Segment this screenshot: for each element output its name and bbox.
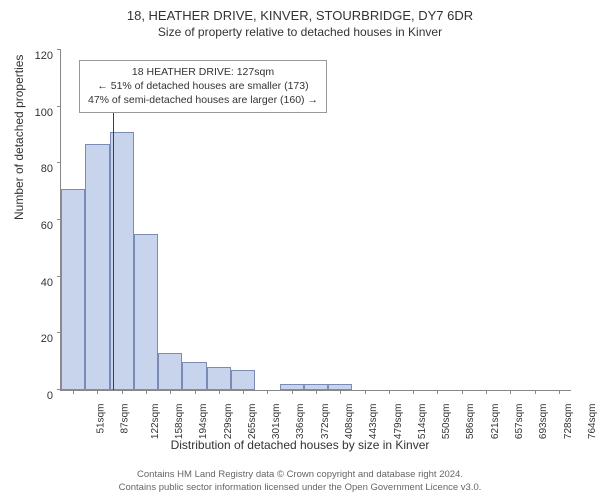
annotation-line-3: 47% of semi-detached houses are larger (… — [88, 93, 318, 107]
x-tick-mark — [316, 390, 317, 394]
x-tick-mark — [267, 390, 268, 394]
x-tick-mark — [146, 390, 147, 394]
x-tick-label: 265sqm — [247, 404, 258, 440]
histogram-bar — [85, 144, 109, 391]
histogram-bar — [158, 353, 182, 390]
y-tick-mark — [57, 49, 61, 50]
x-tick-label: 122sqm — [150, 404, 161, 440]
x-tick-mark — [365, 390, 366, 394]
x-tick-mark — [73, 390, 74, 394]
annotation-box: 18 HEATHER DRIVE: 127sqm← 51% of detache… — [79, 60, 327, 113]
x-tick-mark — [122, 390, 123, 394]
x-tick-mark — [340, 390, 341, 394]
x-tick-mark — [535, 390, 536, 394]
histogram-bar — [61, 189, 85, 390]
x-tick-mark — [243, 390, 244, 394]
chart-container: 18, HEATHER DRIVE, KINVER, STOURBRIDGE, … — [0, 0, 600, 500]
x-tick-mark — [389, 390, 390, 394]
x-axis-label: Distribution of detached houses by size … — [0, 438, 600, 452]
y-tick-label: 0 — [23, 390, 53, 402]
x-tick-mark — [170, 390, 171, 394]
x-tick-label: 336sqm — [296, 404, 307, 440]
x-tick-label: 408sqm — [344, 404, 355, 440]
x-tick-label: 229sqm — [223, 404, 234, 440]
footer-line-1: Contains HM Land Registry data © Crown c… — [0, 469, 600, 481]
x-tick-label: 764sqm — [587, 404, 598, 440]
x-tick-mark — [486, 390, 487, 394]
x-tick-label: 87sqm — [120, 404, 131, 434]
x-tick-mark — [559, 390, 560, 394]
x-tick-label: 372sqm — [320, 404, 331, 440]
x-tick-mark — [195, 390, 196, 394]
x-tick-mark — [413, 390, 414, 394]
subject-marker-line — [113, 64, 114, 390]
y-tick-label: 120 — [23, 50, 53, 62]
x-tick-mark — [292, 390, 293, 394]
x-tick-mark — [97, 390, 98, 394]
x-tick-label: 621sqm — [490, 404, 501, 440]
x-tick-label: 479sqm — [393, 404, 404, 440]
x-tick-label: 51sqm — [96, 404, 107, 434]
chart-subtitle: Size of property relative to detached ho… — [0, 23, 600, 39]
x-tick-label: 693sqm — [538, 404, 549, 440]
histogram-bar — [207, 367, 231, 390]
plot-area: 02040608010012051sqm87sqm122sqm158sqm194… — [60, 50, 571, 391]
x-tick-mark — [510, 390, 511, 394]
annotation-line-1: 18 HEATHER DRIVE: 127sqm — [88, 65, 318, 79]
x-tick-label: 550sqm — [441, 404, 452, 440]
y-tick-label: 40 — [23, 277, 53, 289]
y-tick-mark — [57, 162, 61, 163]
x-tick-label: 514sqm — [417, 404, 428, 440]
x-tick-label: 586sqm — [466, 404, 477, 440]
x-tick-label: 443sqm — [368, 404, 379, 440]
histogram-bar — [182, 362, 206, 390]
x-tick-label: 158sqm — [174, 404, 185, 440]
annotation-line-2: ← 51% of detached houses are smaller (17… — [88, 79, 318, 93]
x-tick-label: 657sqm — [514, 404, 525, 440]
y-tick-mark — [57, 106, 61, 107]
x-tick-label: 194sqm — [198, 404, 209, 440]
y-axis-label: Number of detached properties — [12, 55, 26, 220]
y-tick-label: 60 — [23, 220, 53, 232]
y-tick-label: 80 — [23, 163, 53, 175]
x-tick-mark — [462, 390, 463, 394]
y-tick-label: 100 — [23, 107, 53, 119]
histogram-bar — [134, 234, 158, 390]
x-tick-label: 301sqm — [271, 404, 282, 440]
x-tick-mark — [437, 390, 438, 394]
footer-line-2: Contains public sector information licen… — [0, 482, 600, 494]
y-tick-label: 20 — [23, 333, 53, 345]
histogram-bar — [231, 370, 255, 390]
x-tick-label: 728sqm — [563, 404, 574, 440]
chart-title: 18, HEATHER DRIVE, KINVER, STOURBRIDGE, … — [0, 0, 600, 23]
chart-footer: Contains HM Land Registry data © Crown c… — [0, 469, 600, 494]
x-tick-mark — [219, 390, 220, 394]
